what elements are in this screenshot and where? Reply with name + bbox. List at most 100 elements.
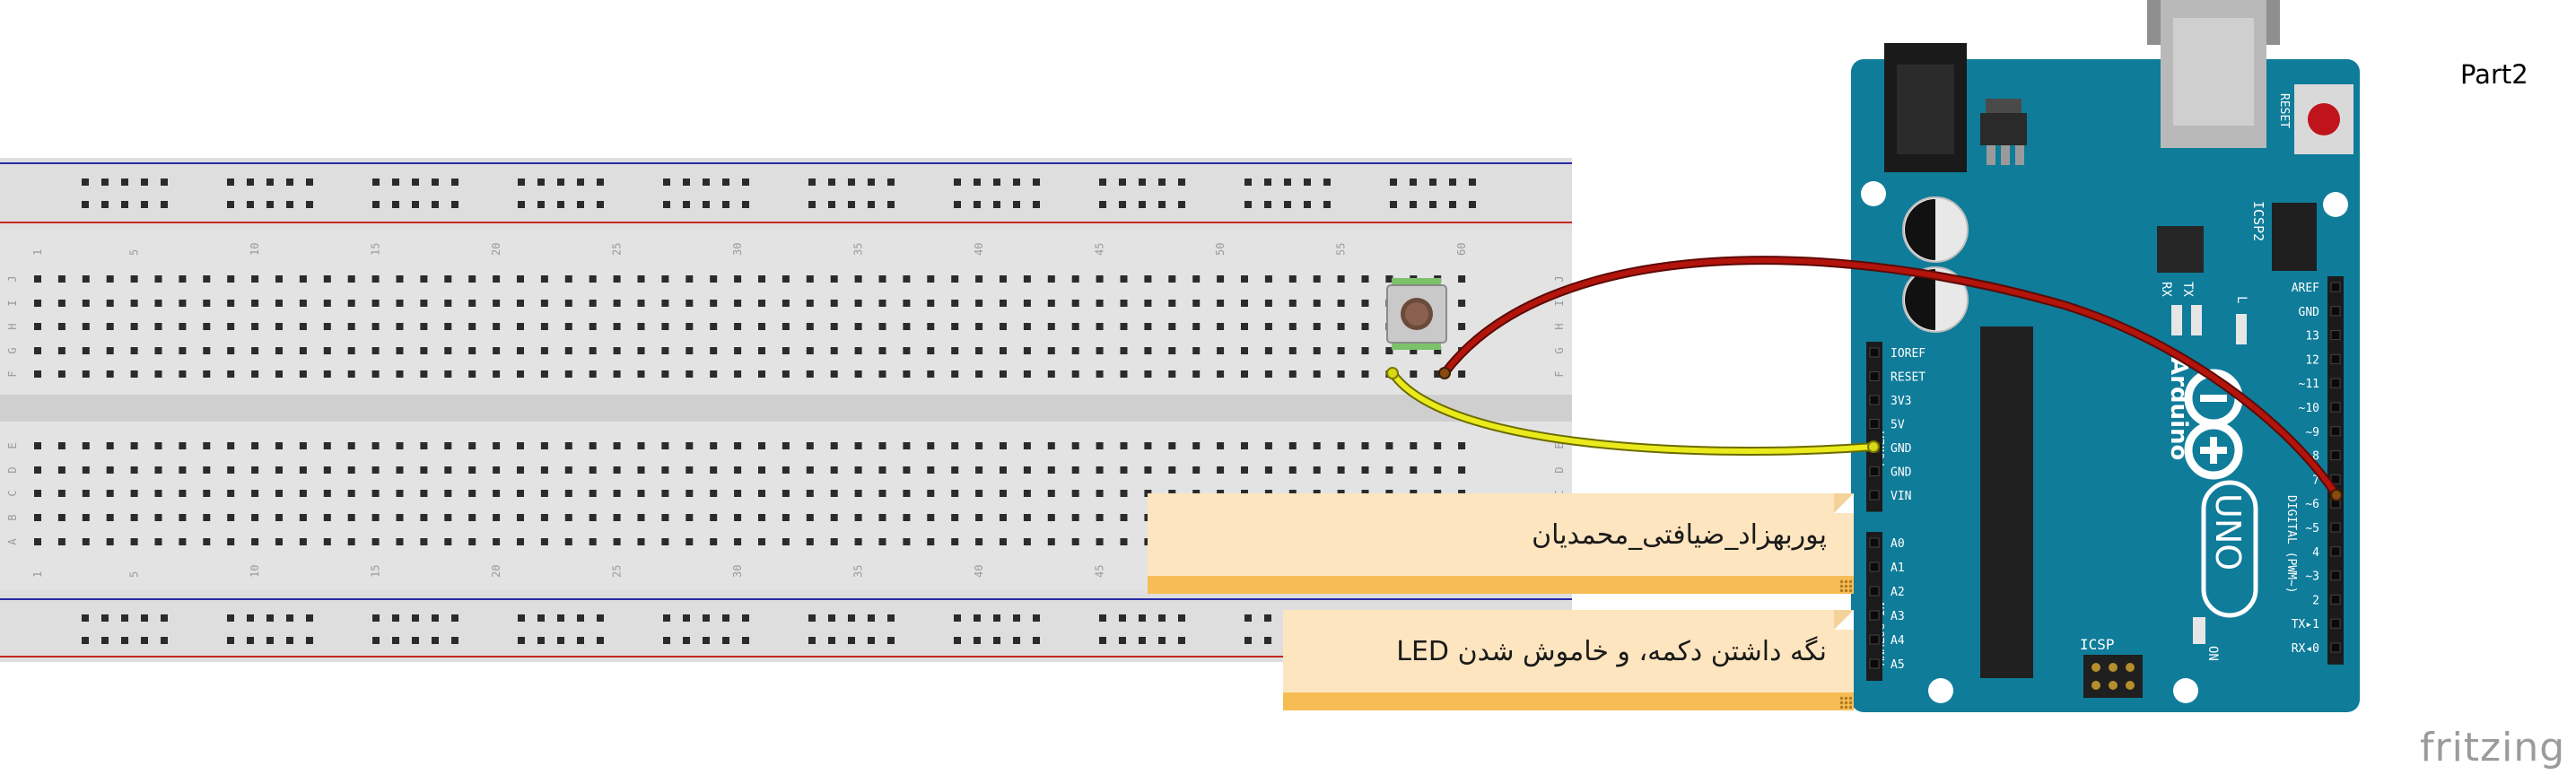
- breadboard-hole[interactable]: [82, 538, 90, 545]
- breadboard-hole[interactable]: [396, 442, 404, 449]
- header-pin[interactable]: [2330, 378, 2341, 388]
- breadboard-hole[interactable]: [975, 514, 983, 521]
- breadboard-hole[interactable]: [299, 466, 307, 474]
- rail-hole[interactable]: [722, 179, 729, 186]
- rail-hole[interactable]: [286, 637, 293, 644]
- breadboard-hole[interactable]: [564, 323, 572, 330]
- breadboard-hole[interactable]: [854, 300, 862, 307]
- rail-hole[interactable]: [1033, 179, 1040, 186]
- breadboard-hole[interactable]: [878, 538, 886, 545]
- breadboard-hole[interactable]: [975, 323, 983, 330]
- breadboard-hole[interactable]: [154, 300, 162, 307]
- rail-hole[interactable]: [247, 179, 254, 186]
- breadboard-hole[interactable]: [1288, 466, 1297, 474]
- breadboard-hole[interactable]: [1000, 323, 1007, 330]
- breadboard-hole[interactable]: [1434, 347, 1442, 354]
- breadboard-hole[interactable]: [661, 323, 669, 330]
- breadboard-hole[interactable]: [154, 490, 162, 497]
- breadboard-hole[interactable]: [1023, 300, 1031, 307]
- breadboard-hole[interactable]: [1288, 323, 1297, 330]
- breadboard-hole[interactable]: [613, 275, 621, 283]
- rail-hole[interactable]: [121, 201, 128, 208]
- breadboard-hole[interactable]: [34, 442, 41, 449]
- breadboard-hole[interactable]: [227, 370, 235, 378]
- rail-hole[interactable]: [161, 179, 168, 186]
- breadboard-hole[interactable]: [710, 370, 718, 378]
- breadboard-hole[interactable]: [564, 442, 572, 449]
- rail-hole[interactable]: [703, 637, 710, 644]
- rail-hole[interactable]: [247, 201, 254, 208]
- breadboard-hole[interactable]: [951, 300, 959, 307]
- rail-hole[interactable]: [597, 201, 604, 208]
- breadboard-hole[interactable]: [420, 300, 428, 307]
- breadboard-hole[interactable]: [1264, 370, 1272, 378]
- rail-hole[interactable]: [993, 179, 1000, 186]
- rail-hole[interactable]: [451, 614, 458, 622]
- breadboard-hole[interactable]: [106, 275, 114, 283]
- rail-hole[interactable]: [266, 179, 274, 186]
- rail-hole[interactable]: [887, 614, 895, 622]
- rail-hole[interactable]: [537, 614, 545, 622]
- breadboard-hole[interactable]: [1096, 442, 1104, 449]
- breadboard-hole[interactable]: [468, 275, 476, 283]
- breadboard-hole[interactable]: [203, 347, 211, 354]
- rail-hole[interactable]: [306, 201, 313, 208]
- breadboard-hole[interactable]: [830, 275, 838, 283]
- breadboard-hole[interactable]: [1458, 466, 1466, 474]
- rail-hole[interactable]: [868, 179, 875, 186]
- rail-hole[interactable]: [82, 637, 89, 644]
- rail-hole[interactable]: [432, 637, 439, 644]
- rail-hole[interactable]: [286, 614, 293, 622]
- breadboard-hole[interactable]: [661, 300, 669, 307]
- breadboard-hole[interactable]: [1047, 442, 1055, 449]
- breadboard-hole[interactable]: [1361, 442, 1369, 449]
- breadboard-hole[interactable]: [927, 466, 935, 474]
- breadboard-hole[interactable]: [323, 370, 331, 378]
- rail-hole[interactable]: [1099, 614, 1106, 622]
- breadboard-hole[interactable]: [1168, 323, 1176, 330]
- rail-hole[interactable]: [848, 637, 855, 644]
- breadboard-hole[interactable]: [975, 370, 983, 378]
- breadboard-hole[interactable]: [1458, 370, 1466, 378]
- breadboard-hole[interactable]: [1047, 370, 1055, 378]
- rail-hole[interactable]: [306, 637, 313, 644]
- header-pin[interactable]: [1869, 658, 1880, 669]
- rail-hole[interactable]: [372, 614, 380, 622]
- rail-hole[interactable]: [161, 614, 168, 622]
- rail-hole[interactable]: [1178, 201, 1185, 208]
- breadboard-hole[interactable]: [493, 275, 501, 283]
- reset-button[interactable]: [2294, 84, 2353, 154]
- breadboard-hole[interactable]: [1168, 300, 1176, 307]
- rail-hole[interactable]: [577, 614, 584, 622]
- breadboard-hole[interactable]: [1023, 538, 1031, 545]
- breadboard-hole[interactable]: [878, 347, 886, 354]
- breadboard-hole[interactable]: [444, 347, 452, 354]
- breadboard-hole[interactable]: [1144, 370, 1152, 378]
- rail-hole[interactable]: [742, 637, 749, 644]
- rail-hole[interactable]: [703, 179, 710, 186]
- breadboard-hole[interactable]: [685, 370, 694, 378]
- breadboard-hole[interactable]: [1192, 300, 1201, 307]
- breadboard-hole[interactable]: [878, 300, 886, 307]
- breadboard-hole[interactable]: [613, 300, 621, 307]
- breadboard-hole[interactable]: [806, 466, 814, 474]
- breadboard-hole[interactable]: [179, 347, 187, 354]
- breadboard-hole[interactable]: [637, 370, 645, 378]
- breadboard-hole[interactable]: [179, 466, 187, 474]
- breadboard-hole[interactable]: [1071, 466, 1079, 474]
- breadboard-hole[interactable]: [951, 370, 959, 378]
- breadboard-hole[interactable]: [154, 466, 162, 474]
- breadboard-hole[interactable]: [371, 442, 380, 449]
- rail-hole[interactable]: [1178, 637, 1185, 644]
- breadboard-hole[interactable]: [251, 490, 259, 497]
- breadboard-hole[interactable]: [82, 300, 90, 307]
- rail-hole[interactable]: [266, 201, 274, 208]
- breadboard-hole[interactable]: [854, 490, 862, 497]
- rail-hole[interactable]: [828, 637, 835, 644]
- breadboard-hole[interactable]: [951, 466, 959, 474]
- rail-hole[interactable]: [412, 179, 419, 186]
- rail-hole[interactable]: [974, 179, 981, 186]
- rail-hole[interactable]: [306, 614, 313, 622]
- rail-hole[interactable]: [392, 614, 399, 622]
- rail-hole[interactable]: [1013, 179, 1020, 186]
